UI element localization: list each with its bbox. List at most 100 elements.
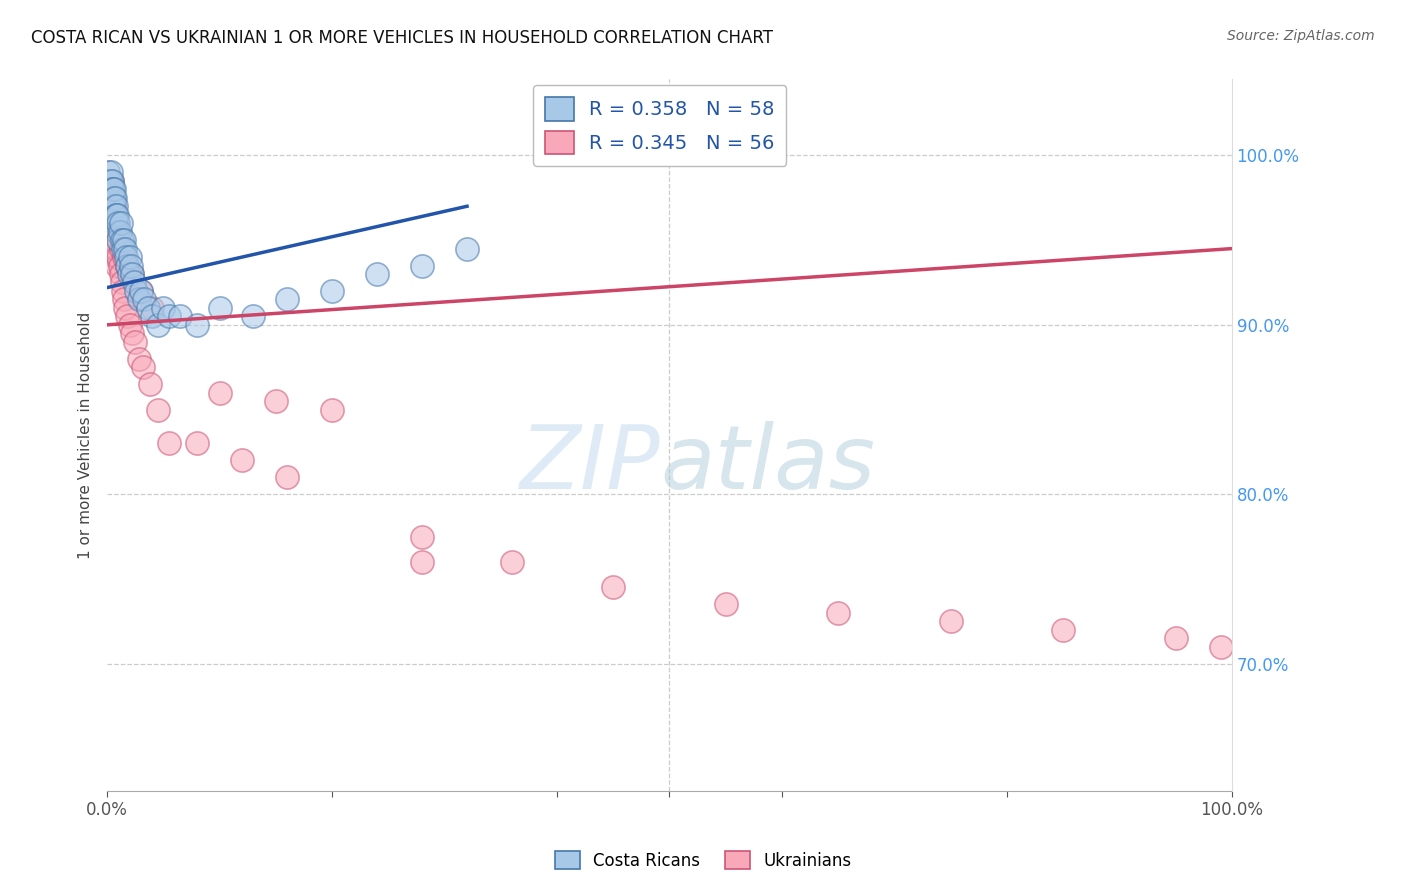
Point [100,199,122,213]
Point [111,276,134,290]
Point [100,208,122,222]
Point [117,259,139,273]
Point [186,318,208,332]
Point [128,293,150,307]
Point [111,242,134,256]
Point [103,199,125,213]
Point [242,310,264,324]
Point [103,233,125,247]
Point [100,191,122,205]
Point [110,242,132,256]
Point [101,208,124,222]
Point [114,242,136,256]
Point [141,301,163,315]
Point [121,267,143,281]
Point [128,351,150,366]
Text: Source: ZipAtlas.com: Source: ZipAtlas.com [1227,29,1375,43]
Point [366,267,388,281]
Point [411,530,433,544]
Point [105,216,128,230]
Point [827,606,849,620]
Point [110,267,132,281]
Point [110,216,132,230]
Point [100,165,122,179]
Point [100,225,122,239]
Point [186,436,208,450]
Point [117,310,139,324]
Point [714,597,737,611]
Point [98,174,121,188]
Point [1052,623,1074,637]
Point [321,284,343,298]
Point [121,267,143,281]
Point [112,233,135,247]
Point [100,182,122,196]
Point [100,216,122,230]
Point [105,250,128,264]
Point [103,191,125,205]
Point [105,208,128,222]
Point [136,301,159,315]
Point [104,191,127,205]
Point [124,334,146,349]
Point [157,310,180,324]
Point [105,216,128,230]
Point [101,216,124,230]
Point [602,580,624,594]
Text: ZIP: ZIP [520,421,661,507]
Point [321,402,343,417]
Point [125,284,148,298]
Y-axis label: 1 or more Vehicles in Household: 1 or more Vehicles in Household [79,311,93,558]
Point [157,436,180,450]
Point [276,470,298,484]
Point [112,250,135,264]
Point [104,208,127,222]
Point [105,199,128,213]
Point [132,360,155,375]
Point [1164,631,1187,645]
Point [276,293,298,307]
Point [108,225,131,239]
Point [101,199,124,213]
Point [264,394,287,409]
Point [100,182,122,196]
Point [456,242,478,256]
Legend: R = 0.358   N = 58, R = 0.345   N = 56: R = 0.358 N = 58, R = 0.345 N = 56 [533,86,786,166]
Point [104,242,127,256]
Point [122,276,145,290]
Point [107,233,129,247]
Point [101,191,124,205]
Point [152,301,174,315]
Point [105,259,128,273]
Point [939,614,962,628]
Point [115,250,138,264]
Point [105,208,128,222]
Point [118,318,141,332]
Legend: Costa Ricans, Ukrainians: Costa Ricans, Ukrainians [548,845,858,877]
Point [103,199,125,213]
Point [208,385,231,400]
Point [120,259,142,273]
Point [501,555,523,569]
Point [100,199,122,213]
Point [118,250,141,264]
Point [111,284,134,298]
Point [134,293,156,307]
Point [100,174,122,188]
Point [208,301,231,315]
Point [98,191,121,205]
Point [107,250,129,264]
Point [129,284,152,298]
Point [103,182,125,196]
Point [146,318,169,332]
Point [411,555,433,569]
Point [105,225,128,239]
Point [112,293,135,307]
Point [146,402,169,417]
Point [98,191,121,205]
Point [114,301,136,315]
Point [107,225,129,239]
Point [111,233,134,247]
Point [104,216,127,230]
Text: atlas: atlas [661,421,876,507]
